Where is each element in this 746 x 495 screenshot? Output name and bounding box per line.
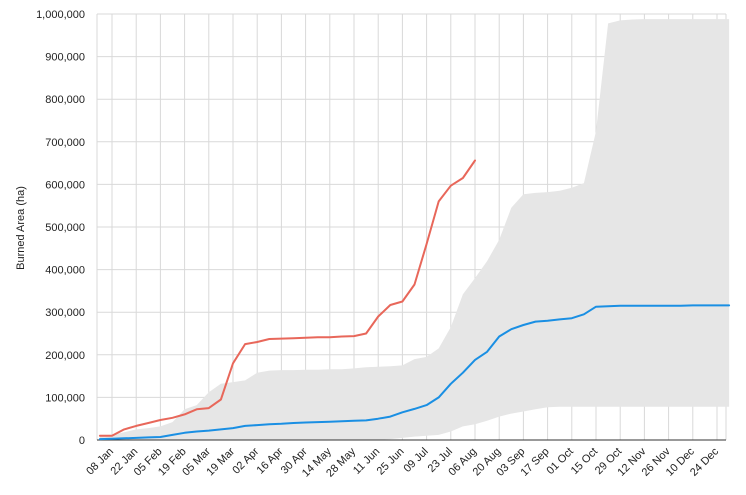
y-tick-label: 600,000 — [45, 179, 85, 191]
y-tick-label: 300,000 — [45, 307, 85, 319]
y-tick-label: 400,000 — [45, 265, 85, 277]
y-tick-label: 0 — [79, 435, 85, 447]
y-axis-title: Burned Area (ha) — [15, 186, 27, 270]
x-tick-label: 02 Apr — [230, 445, 261, 476]
x-tick-label: 25 Jun — [375, 446, 407, 478]
mean-line — [98, 304, 731, 441]
y-tick-label: 1,000,000 — [36, 9, 85, 21]
y-tick-label: 100,000 — [45, 392, 85, 404]
x-tick-label: 16 Apr — [255, 445, 286, 476]
x-tick-label: 19 Mar — [204, 445, 237, 478]
range-band — [99, 19, 730, 440]
y-tick-label: 500,000 — [45, 222, 85, 234]
y-tick-label: 700,000 — [45, 137, 85, 149]
x-tick-label: 09 Jul — [401, 446, 430, 475]
y-tick-label: 200,000 — [45, 350, 85, 362]
current-year-line — [98, 159, 476, 437]
range-band-area — [99, 19, 730, 440]
y-tick-label: 900,000 — [45, 52, 85, 64]
y-tick-label: 800,000 — [45, 94, 85, 106]
series-lines — [98, 159, 731, 441]
